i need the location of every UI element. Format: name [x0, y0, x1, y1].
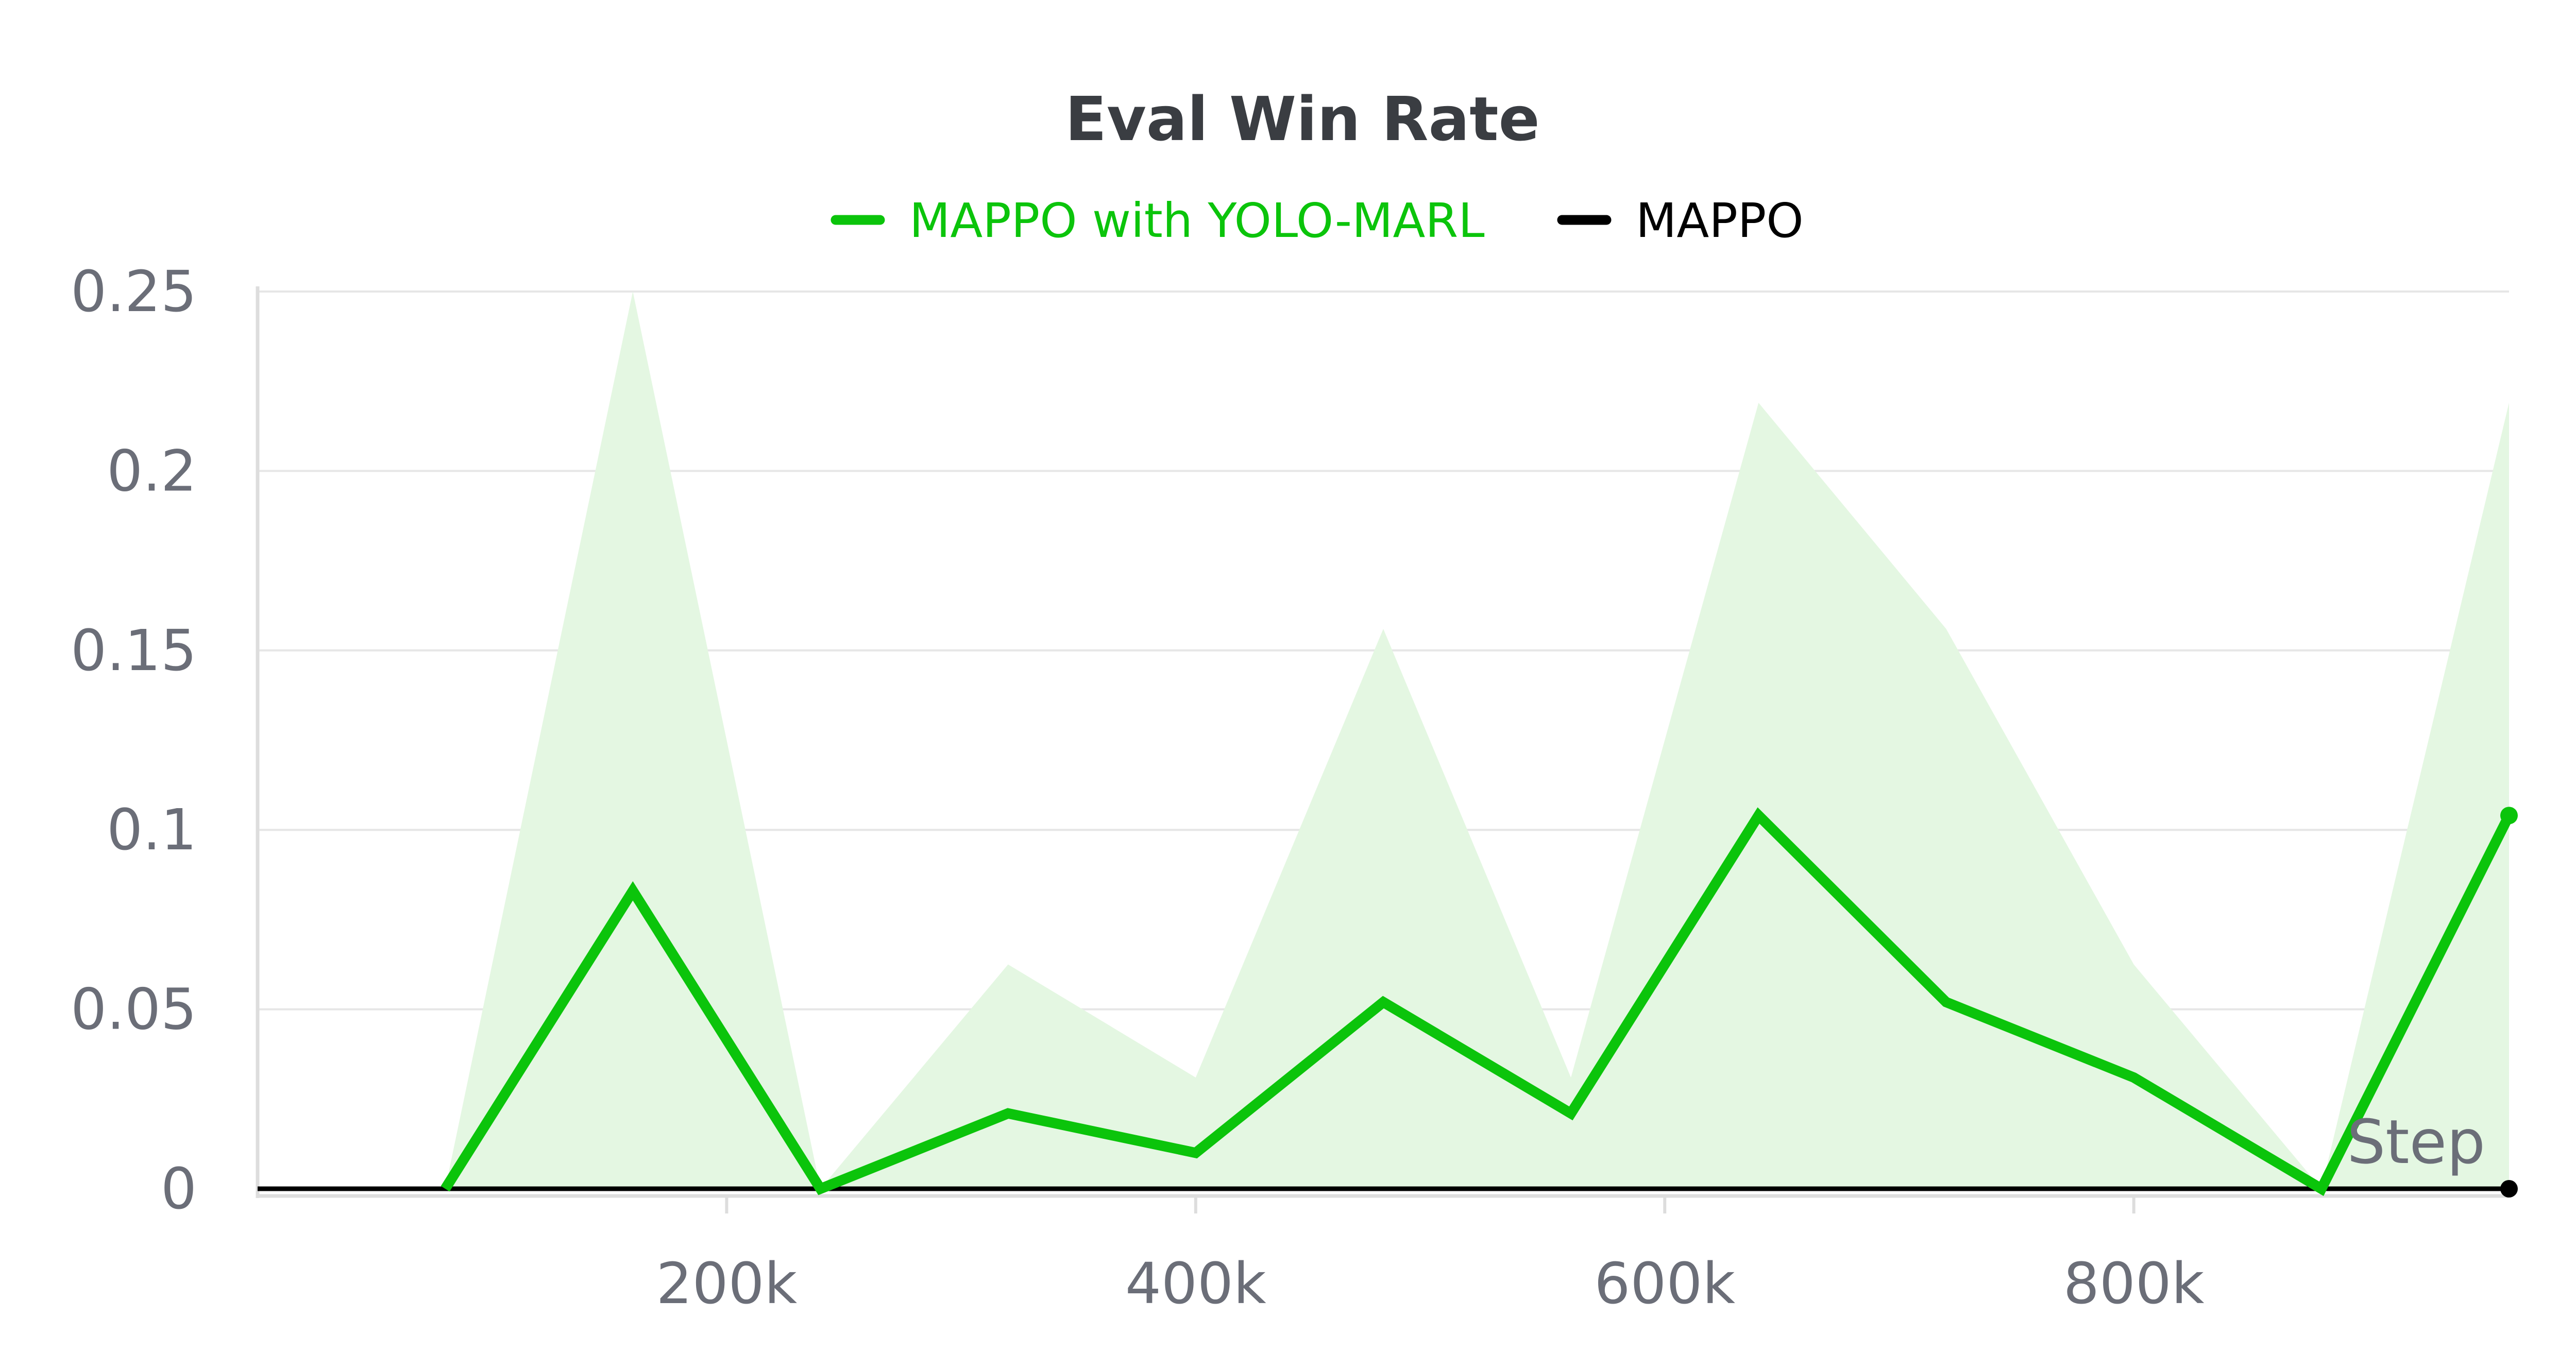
series-endpoint-mappo-with-yolo-marl [2500, 807, 2518, 825]
x-tick-label: 400k [1125, 1251, 1266, 1316]
legend: MAPPO with YOLO-MARL MAPPO [831, 193, 1804, 248]
x-axis-label: Step [2347, 1106, 2485, 1177]
y-tick-label: 0.15 [71, 618, 197, 683]
confidence-bands [445, 292, 2509, 1189]
axes [256, 286, 2509, 1213]
legend-item-series-1[interactable]: MAPPO with YOLO-MARL [831, 193, 1485, 248]
tick-labels: 0 0.05 0.1 0.15 0.2 0.25 200k 400k 600k 800k [71, 259, 2205, 1316]
y-tick-label: 0 [161, 1156, 197, 1222]
series-line-mappo-with-yolo-marl [440, 807, 2514, 1196]
series-lines [258, 807, 2514, 1196]
confidence-band-series-1 [445, 292, 2509, 1189]
series-endpoint-mappo [2500, 1180, 2518, 1198]
x-tick-label: 800k [2063, 1251, 2205, 1316]
chart-title: Eval Win Rate [1065, 83, 1539, 155]
y-tick-label: 0.05 [71, 977, 197, 1042]
legend-item-series-2[interactable]: MAPPO [1557, 193, 1804, 248]
x-tick-label: 600k [1594, 1251, 1735, 1316]
legend-label-series-1: MAPPO with YOLO-MARL [909, 193, 1485, 248]
y-tick-label: 0.1 [107, 797, 197, 863]
series-points [2500, 807, 2518, 1198]
y-tick-label: 0.2 [107, 438, 197, 504]
y-tick-label: 0.25 [71, 259, 197, 324]
legend-label-series-2: MAPPO [1636, 193, 1804, 248]
x-tick-label: 200k [656, 1251, 798, 1316]
